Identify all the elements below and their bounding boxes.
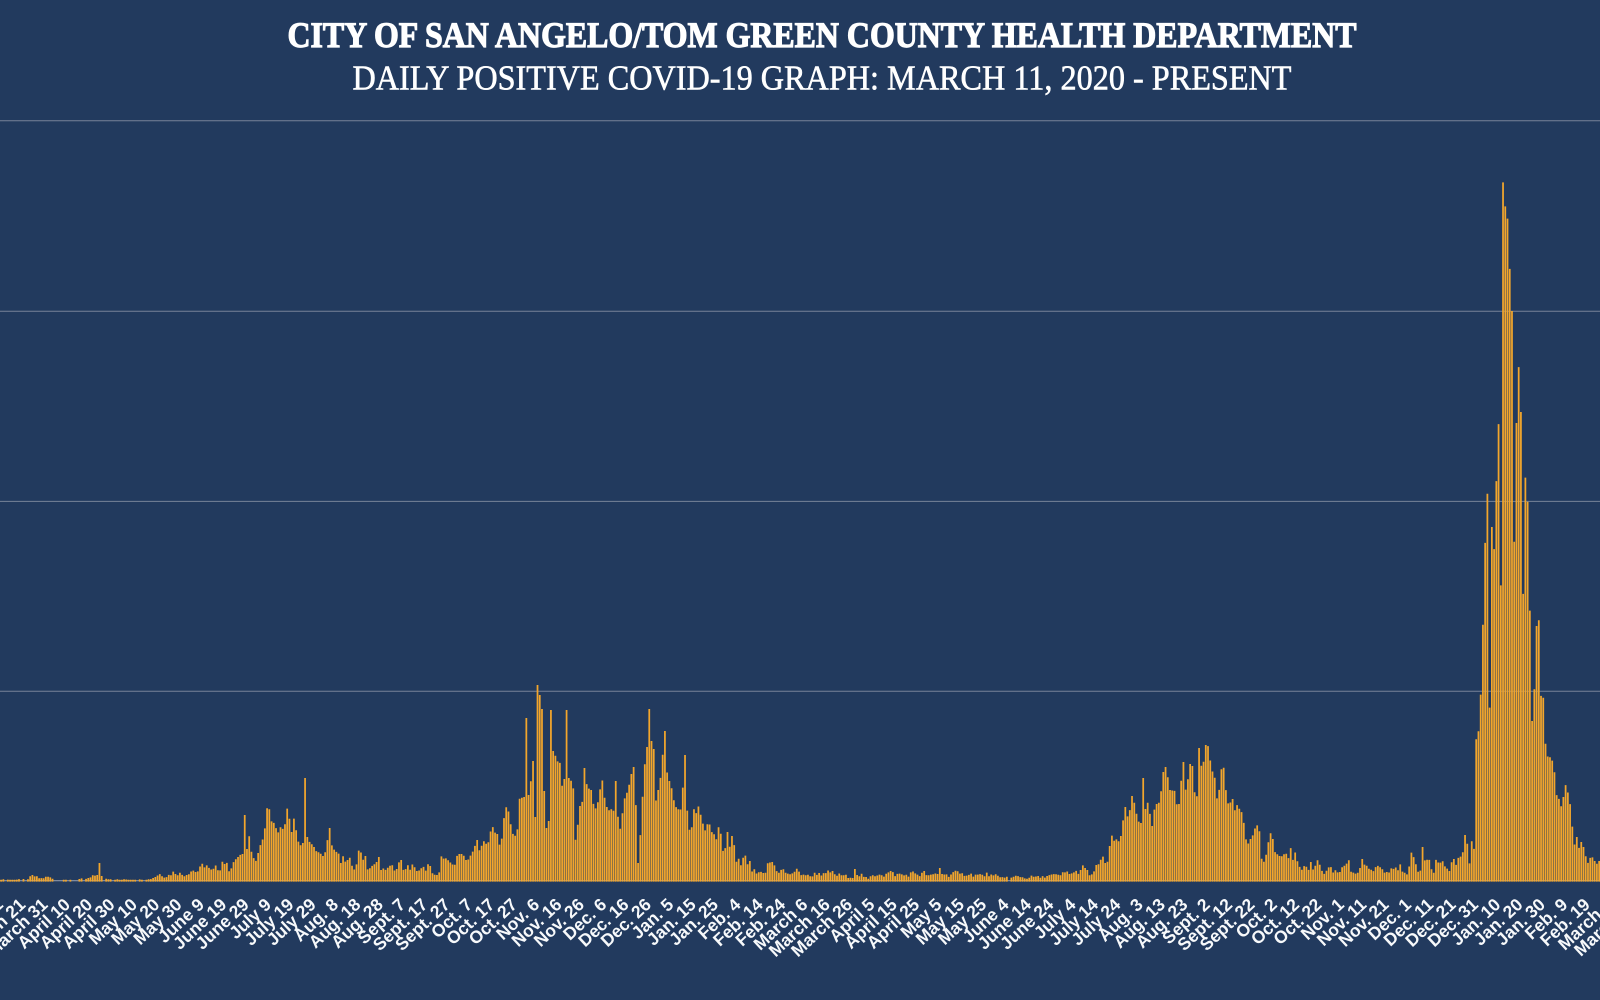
svg-text:CITY OF SAN ANGELO/TOM GREEN C: CITY OF SAN ANGELO/TOM GREEN COUNTY HEAL…: [288, 15, 1357, 55]
svg-text:DAILY POSITIVE COVID-19 GRAPH:: DAILY POSITIVE COVID-19 GRAPH: MARCH 11,…: [353, 60, 1292, 98]
